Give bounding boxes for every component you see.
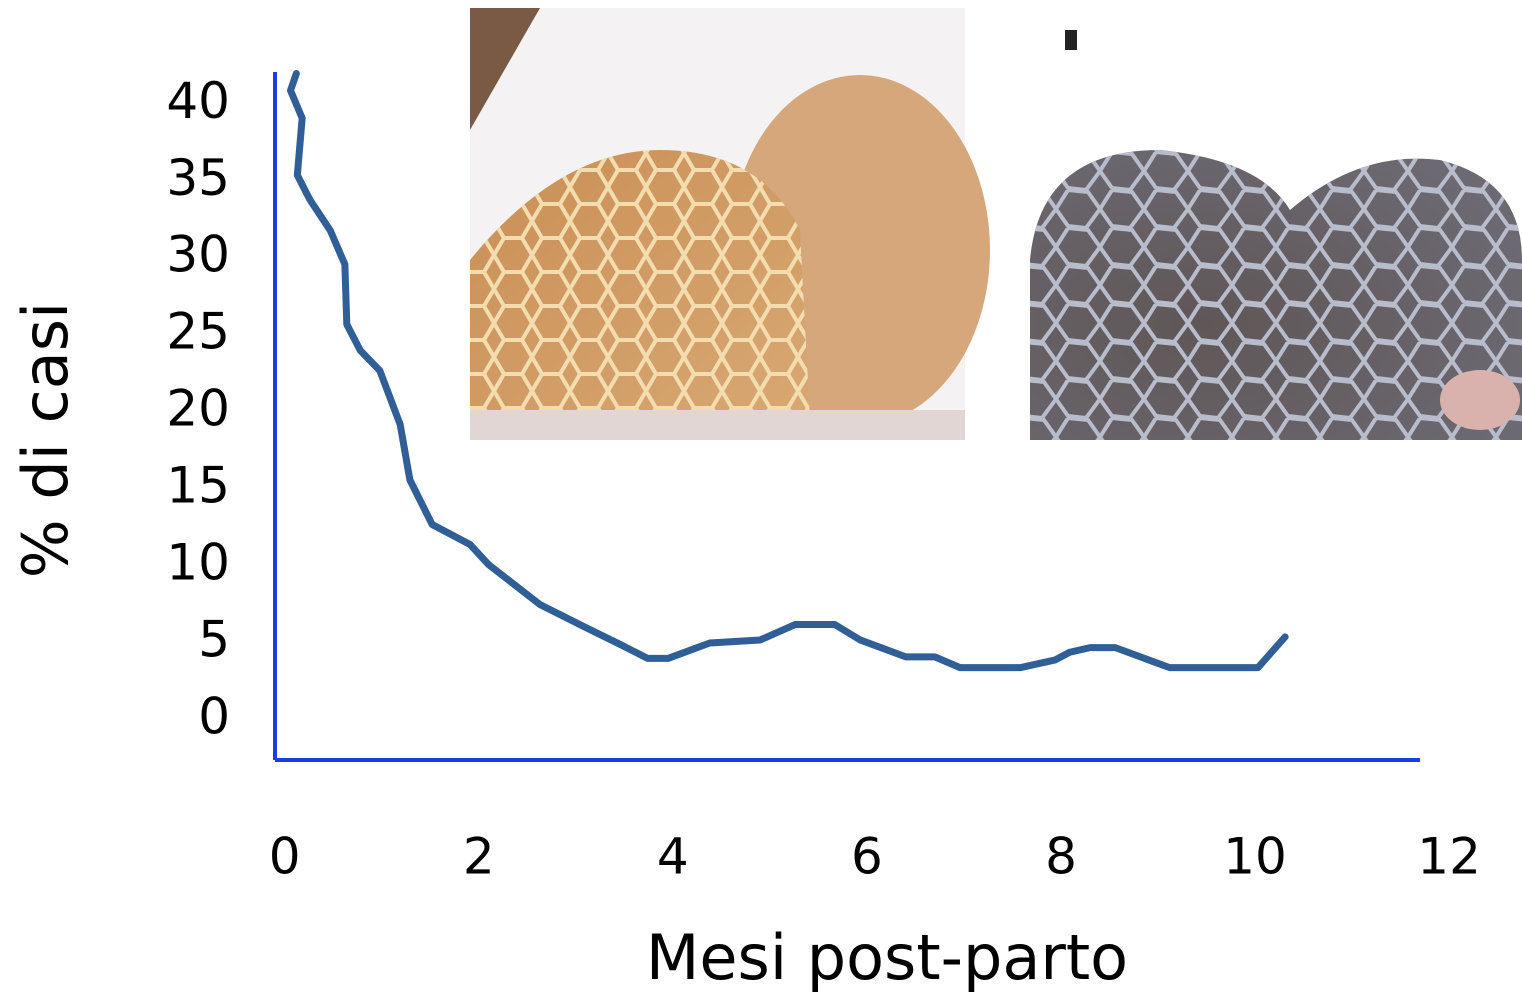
x-tick-label: 8 bbox=[1045, 828, 1077, 886]
y-tick-label: 10 bbox=[166, 534, 230, 592]
x-tick-label: 12 bbox=[1417, 828, 1481, 886]
y-tick-label: 30 bbox=[166, 226, 230, 284]
y-tick-label: 35 bbox=[166, 149, 230, 207]
x-tick-label: 4 bbox=[657, 828, 689, 886]
x-tick-label: 2 bbox=[463, 828, 495, 886]
y-tick-label: 20 bbox=[166, 380, 230, 438]
photo-tan bbox=[470, 8, 990, 440]
y-tick-label: 5 bbox=[198, 611, 230, 669]
y-tick-label: 15 bbox=[166, 457, 230, 515]
y-tick-label: 0 bbox=[198, 687, 230, 745]
chart: Mesi post-parto % di casi 05101520253035… bbox=[0, 0, 1522, 1002]
x-tick-label: 10 bbox=[1223, 828, 1287, 886]
x-tick-label: 6 bbox=[851, 828, 883, 886]
photo-grey bbox=[1030, 8, 1522, 440]
x-tick-label: 0 bbox=[269, 828, 301, 886]
y-tick-label: 25 bbox=[166, 303, 230, 361]
y-axis-title: % di casi bbox=[9, 302, 82, 579]
x-axis-title: Mesi post-parto bbox=[646, 921, 1128, 994]
y-tick-label: 40 bbox=[166, 72, 230, 130]
